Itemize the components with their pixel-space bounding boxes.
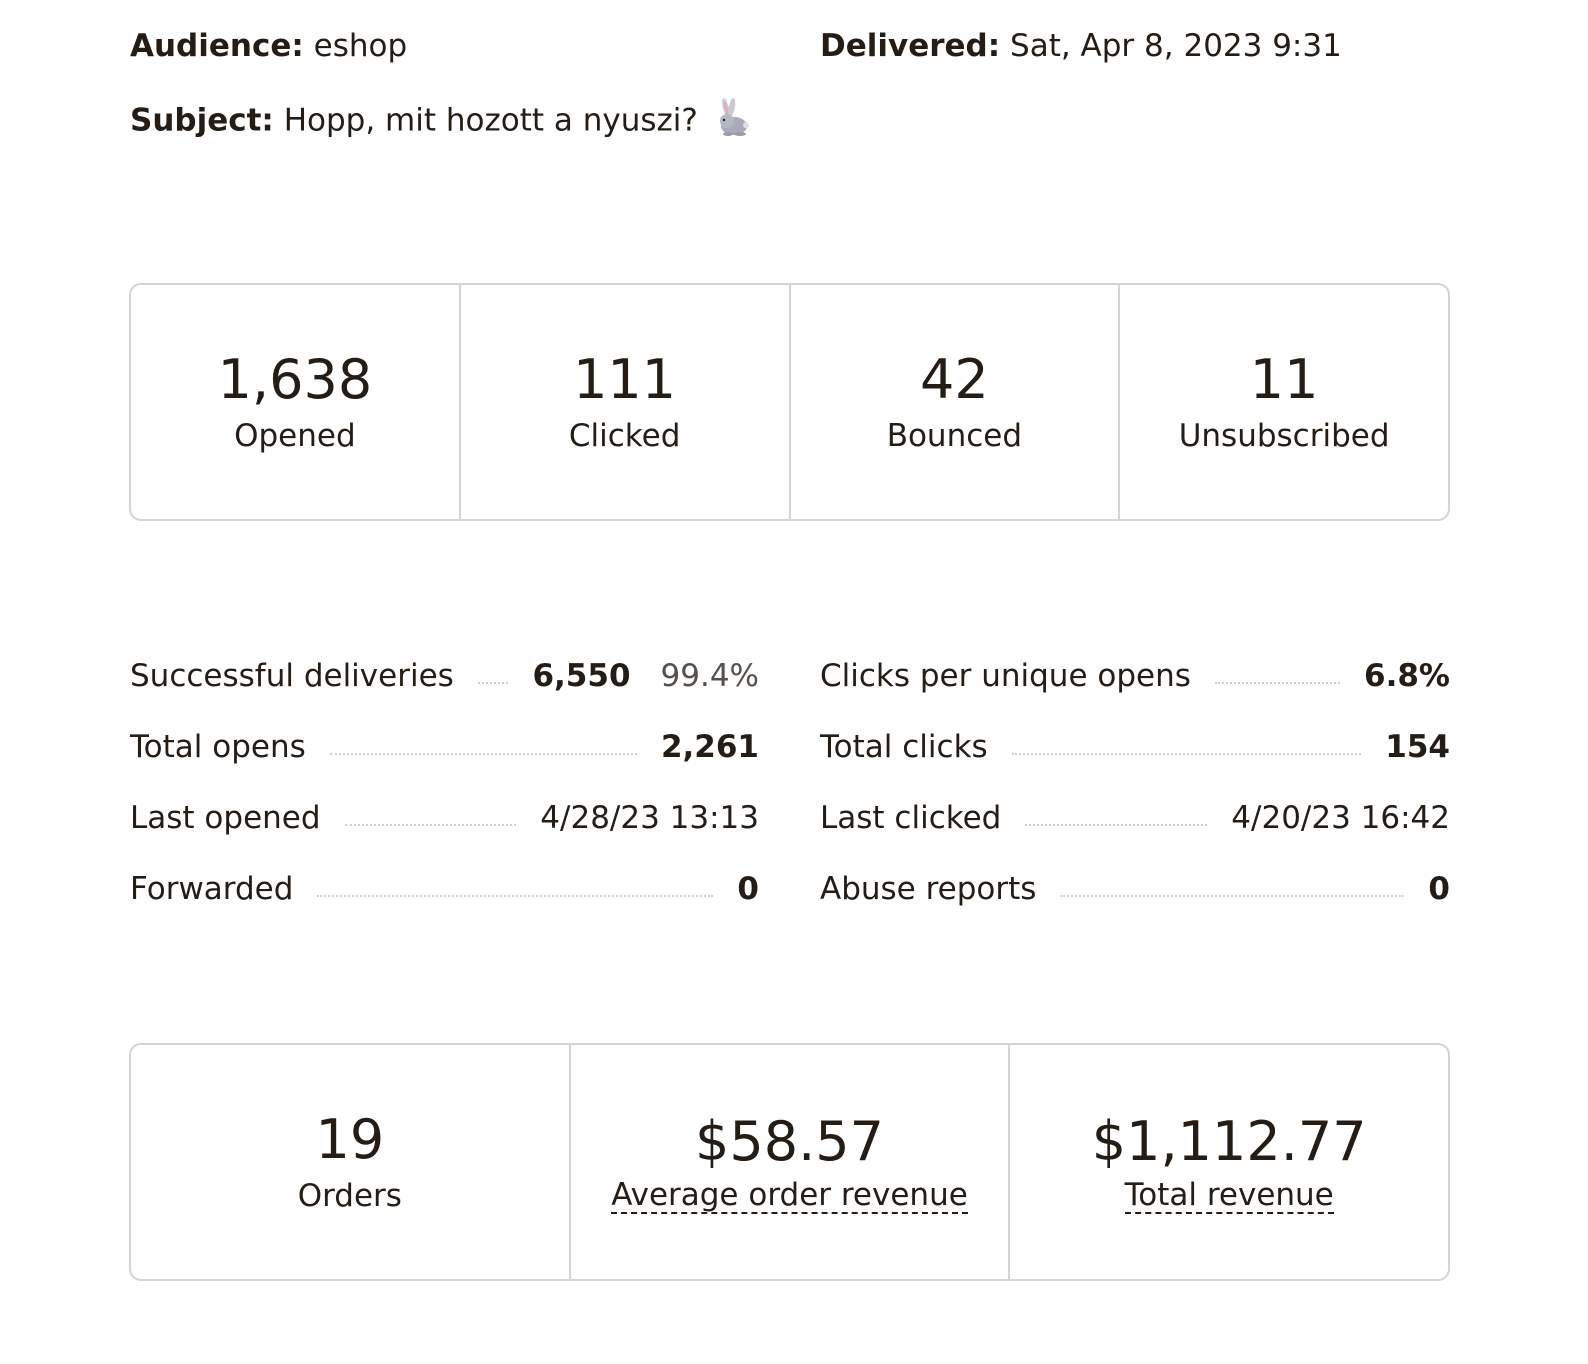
subject-value: Hopp, mit hozott a nyuszi? [283,102,698,139]
stat-orders: 19 Orders [131,1045,571,1279]
stat-value: 42 [920,348,989,411]
average-order-revenue-tooltip-trigger[interactable]: Average order revenue [611,1177,968,1214]
rabbit-icon [714,97,750,147]
stat-opened: 1,638 Opened [131,285,461,519]
dotted-leader [1011,752,1362,755]
stat-value: 11 [1249,348,1319,411]
detail-successful-deliveries: Successful deliveries 6,550 99.4% [130,640,759,711]
stat-value: 19 [315,1108,385,1171]
audience-label: Audience: [130,28,304,64]
stat-value: 1,638 [217,348,373,411]
audience-row: Audience: eshop [130,26,407,66]
stat-average-order-revenue: $58.57 Average order revenue [571,1045,1011,1279]
detail-abuse-reports: Abuse reports 0 [820,853,1450,924]
dotted-leader [317,894,714,897]
engagement-stats: 1,638 Opened 111 Clicked 42 Bounced 11 U… [129,283,1450,521]
detail-value: 2,261 [660,728,759,765]
detail-percent: 99.4% [660,657,759,694]
detail-last-opened: Last opened 4/28/23 13:13 [130,782,759,853]
detail-label: Last clicked [820,799,1002,836]
details-right: Clicks per unique opens 6.8% Total click… [820,640,1450,924]
detail-label: Abuse reports [820,870,1037,907]
stat-unsubscribed: 11 Unsubscribed [1120,285,1448,519]
delivered-label: Delivered: [820,28,1001,64]
detail-value: 4/20/23 16:42 [1231,799,1450,836]
detail-value: 0 [1428,870,1450,907]
dotted-leader [1214,681,1341,684]
stat-total-revenue: $1,112.77 Total revenue [1010,1045,1448,1279]
stat-value: $58.57 [695,1110,884,1173]
detail-label: Successful deliveries [130,657,454,694]
dotted-leader [1060,894,1405,897]
detail-clicks-per-unique-opens: Clicks per unique opens 6.8% [820,640,1450,711]
detail-total-opens: Total opens 2,261 [130,711,759,782]
detail-forwarded: Forwarded 0 [130,853,759,924]
stat-clicked: 111 Clicked [461,285,791,519]
dotted-leader [1025,823,1208,826]
subject-row: Subject: Hopp, mit hozott a nyuszi? [130,97,750,147]
stat-label: Bounced [886,418,1023,454]
stat-label: Clicked [568,418,681,454]
detail-label: Clicks per unique opens [820,657,1191,694]
subject-label: Subject: [130,102,274,139]
detail-label: Total clicks [820,728,988,765]
audience-value: eshop [313,28,408,64]
dotted-leader [329,752,637,755]
delivered-value: Sat, Apr 8, 2023 9:31 [1010,28,1342,64]
revenue-stats: 19 Orders $58.57 Average order revenue $… [129,1043,1450,1281]
stat-label: Opened [234,418,356,454]
detail-value: 0 [737,870,759,907]
stat-bounced: 42 Bounced [791,285,1121,519]
delivered-row: Delivered: Sat, Apr 8, 2023 9:31 [820,26,1342,66]
detail-total-clicks: Total clicks 154 [820,711,1450,782]
detail-value: 154 [1385,728,1450,765]
dotted-leader [344,823,517,826]
details-left: Successful deliveries 6,550 99.4% Total … [130,640,759,924]
detail-value: 4/28/23 13:13 [540,799,759,836]
detail-value: 6.8% [1364,657,1450,694]
stat-label: Unsubscribed [1178,418,1390,454]
detail-label: Last opened [130,799,321,836]
total-revenue-tooltip-trigger[interactable]: Total revenue [1124,1177,1334,1214]
detail-label: Total opens [130,728,306,765]
stat-value: 111 [573,348,677,411]
stat-label: Orders [297,1178,402,1214]
detail-label: Forwarded [130,870,294,907]
stat-value: $1,112.77 [1091,1110,1367,1173]
dotted-leader [477,681,509,684]
detail-last-clicked: Last clicked 4/20/23 16:42 [820,782,1450,853]
detail-value: 6,550 [532,657,631,694]
